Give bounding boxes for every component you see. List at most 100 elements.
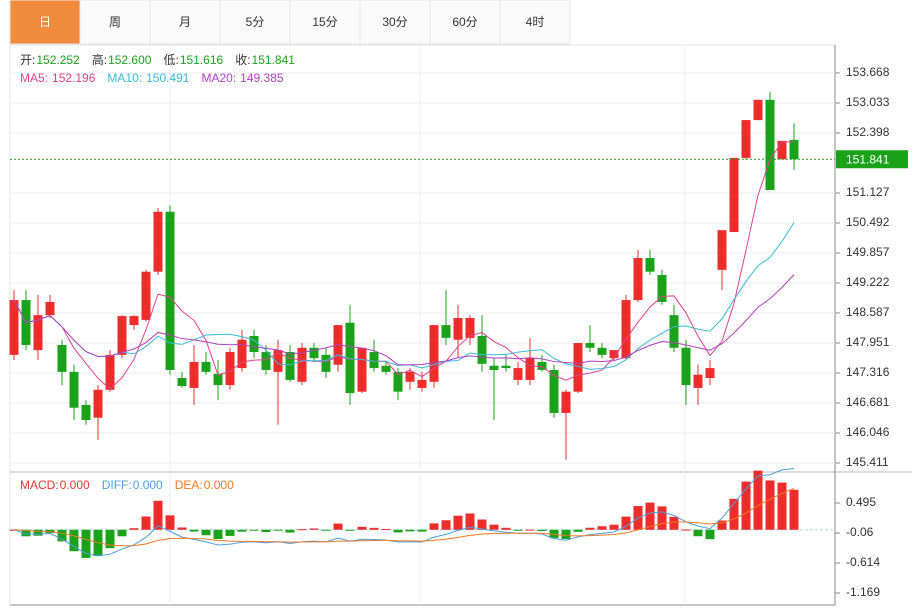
candle-body — [273, 350, 283, 372]
candle-body — [213, 373, 223, 386]
macd-bar — [717, 520, 727, 530]
y-tick-label: 153.033 — [846, 95, 890, 109]
macd-bar — [201, 529, 211, 536]
candle-body — [681, 347, 691, 386]
tab[interactable] — [499, 0, 571, 45]
macd-bar — [537, 529, 547, 532]
candle-body — [789, 139, 799, 160]
macd-bar — [585, 527, 595, 530]
macd-bar — [321, 529, 331, 531]
tab-label[interactable]: 60分 — [452, 15, 477, 29]
candle-body — [633, 258, 643, 301]
candle-body — [621, 300, 631, 359]
y-tick-label: -1.169 — [846, 585, 880, 599]
dea-line — [13, 488, 795, 547]
candle-body — [381, 365, 391, 372]
tab-label[interactable]: 5分 — [246, 15, 265, 29]
candle-body — [561, 391, 571, 413]
macd-bar — [705, 529, 715, 540]
candle-body — [609, 350, 619, 359]
ma-legend-value: 152.196 — [52, 71, 96, 85]
quote-label: 收: — [235, 53, 250, 67]
tab-label[interactable]: 月 — [179, 15, 191, 29]
macd-bar — [693, 529, 703, 537]
ma-legend-name: MA10: — [107, 71, 142, 85]
tab-label[interactable]: 周 — [109, 15, 121, 29]
candle-body — [189, 361, 199, 388]
tab[interactable] — [79, 0, 151, 45]
y-tick-label: 150.492 — [846, 215, 890, 229]
macd-bar — [465, 513, 475, 530]
macd-bar — [81, 529, 91, 558]
y-tick-label: 147.951 — [846, 335, 890, 349]
tab-label[interactable]: 日 — [39, 15, 51, 29]
tab[interactable] — [359, 0, 431, 45]
tab-label[interactable]: 15分 — [312, 15, 337, 29]
candle-body — [237, 339, 247, 369]
y-tick-label: 153.668 — [846, 65, 890, 79]
tab-label[interactable]: 4时 — [526, 15, 545, 29]
macd-bar — [501, 527, 511, 530]
macd-bar — [669, 516, 679, 530]
candle-body — [105, 354, 115, 390]
macd-legend-name: MACD: — [20, 478, 59, 492]
macd-bar — [213, 529, 223, 540]
quote-value: 152.600 — [108, 53, 152, 67]
candle-body — [441, 325, 451, 338]
macd-bar — [177, 527, 187, 530]
macd-bar — [21, 529, 31, 537]
y-tick-label: 145.411 — [846, 455, 889, 469]
candle-body — [513, 368, 523, 380]
candle-body — [33, 315, 43, 351]
macd-bar — [345, 529, 355, 531]
quote-label: 高: — [92, 52, 107, 67]
ma-legend-name: MA20: — [201, 71, 236, 85]
macd-bar — [597, 526, 607, 530]
candle-body — [261, 352, 271, 370]
macd-bar — [789, 489, 799, 530]
candle-body — [477, 335, 487, 364]
y-tick-label: 151.127 — [846, 185, 890, 199]
macd-bar — [261, 529, 271, 533]
macd-bar — [489, 524, 499, 530]
y-tick-label: 147.316 — [846, 365, 890, 379]
tab[interactable] — [9, 0, 81, 45]
tab[interactable] — [289, 0, 361, 45]
candle-body — [465, 318, 475, 338]
macd-bar — [453, 515, 463, 530]
macd-bar — [525, 529, 535, 531]
macd-bar — [609, 524, 619, 530]
tab[interactable] — [149, 0, 221, 45]
macd-bar — [333, 523, 343, 530]
candle-body — [57, 344, 67, 372]
macd-bar — [405, 529, 415, 532]
moving-average-line — [13, 141, 795, 390]
candle-body — [321, 354, 331, 372]
candle-body — [405, 371, 415, 382]
candle-body — [597, 347, 607, 355]
macd-bar — [645, 502, 655, 530]
macd-bar — [621, 516, 631, 530]
macd-bar — [285, 529, 295, 533]
tab-label[interactable]: 30分 — [382, 15, 407, 29]
quote-label: 开: — [20, 53, 35, 67]
macd-bar — [729, 498, 739, 530]
candle-body — [393, 371, 403, 392]
macd-legend-name: DEA: — [175, 478, 203, 492]
macd-bar — [117, 529, 127, 537]
candle-body — [537, 361, 547, 370]
candle-body — [177, 378, 187, 387]
macd-bar — [57, 529, 67, 542]
y-tick-label: 146.681 — [846, 395, 890, 409]
macd-bar — [369, 527, 379, 530]
macd-bar — [573, 529, 583, 532]
candle-body — [417, 379, 427, 388]
macd-bar — [237, 529, 247, 532]
y-tick-label: 146.046 — [846, 425, 890, 439]
candle-body — [429, 325, 439, 382]
moving-average-line — [13, 274, 795, 366]
macd-bar — [429, 523, 439, 530]
macd-bar — [129, 528, 139, 530]
macd-legend-value: 0.000 — [133, 478, 163, 492]
macd-bar — [273, 529, 283, 531]
